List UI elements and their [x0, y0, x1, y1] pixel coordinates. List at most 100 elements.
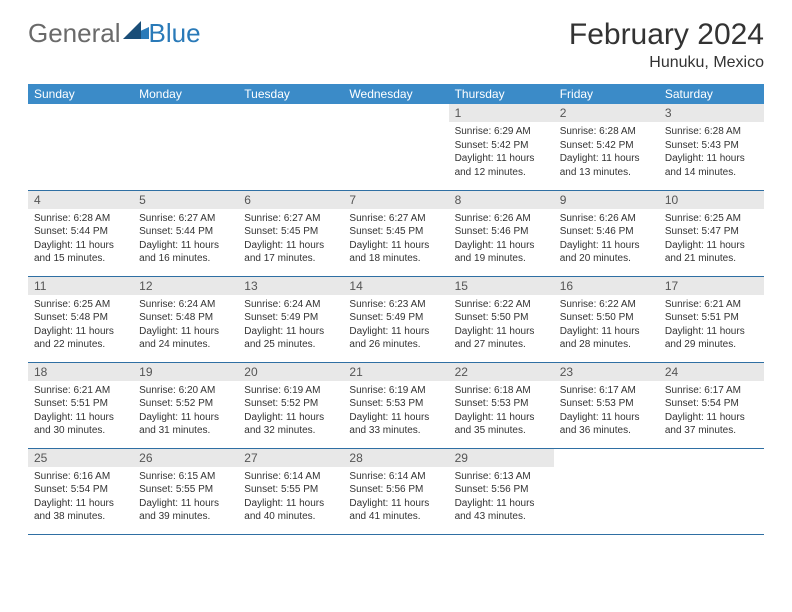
sunset-text: Sunset: 5:50 PM — [560, 311, 653, 325]
calendar-day-cell: 9 Sunrise: 6:26 AMSunset: 5:46 PMDaylight… — [554, 190, 659, 276]
sunrise-text: Sunrise: 6:18 AM — [455, 384, 548, 398]
day-number: 25 — [28, 449, 133, 467]
calendar-day-cell: 27Sunrise: 6:14 AMSunset: 5:55 PMDayligh… — [238, 448, 343, 534]
sunrise-text: Sunrise: 6:21 AM — [34, 384, 127, 398]
calendar-day-cell: 21Sunrise: 6:19 AMSunset: 5:53 PMDayligh… — [343, 362, 448, 448]
sunset-text: Sunset: 5:45 PM — [349, 225, 442, 239]
weekday-header: Wednesday — [343, 84, 448, 104]
daylight-text: Daylight: 11 hours and 20 minutes. — [560, 239, 653, 266]
day-number: 16 — [554, 277, 659, 295]
sunrise-text: Sunrise: 6:14 AM — [244, 470, 337, 484]
day-number — [28, 104, 133, 108]
calendar-day-cell: 22Sunrise: 6:18 AMSunset: 5:53 PMDayligh… — [449, 362, 554, 448]
daylight-text: Daylight: 11 hours and 12 minutes. — [455, 152, 548, 179]
calendar-day-cell — [28, 104, 133, 190]
sunset-text: Sunset: 5:44 PM — [139, 225, 232, 239]
daylight-text: Daylight: 11 hours and 37 minutes. — [665, 411, 758, 438]
calendar-day-cell: 20Sunrise: 6:19 AMSunset: 5:52 PMDayligh… — [238, 362, 343, 448]
daylight-text: Daylight: 11 hours and 19 minutes. — [455, 239, 548, 266]
sunrise-text: Sunrise: 6:17 AM — [665, 384, 758, 398]
daylight-text: Daylight: 11 hours and 43 minutes. — [455, 497, 548, 524]
day-detail: Sunrise: 6:26 AMSunset: 5:46 PMDaylight:… — [449, 209, 554, 269]
day-number — [133, 104, 238, 108]
sunset-text: Sunset: 5:52 PM — [244, 397, 337, 411]
day-number: 22 — [449, 363, 554, 381]
day-detail: Sunrise: 6:19 AMSunset: 5:53 PMDaylight:… — [343, 381, 448, 441]
sunrise-text: Sunrise: 6:20 AM — [139, 384, 232, 398]
sunrise-text: Sunrise: 6:22 AM — [560, 298, 653, 312]
sunset-text: Sunset: 5:53 PM — [349, 397, 442, 411]
calendar-day-cell: 14Sunrise: 6:23 AMSunset: 5:49 PMDayligh… — [343, 276, 448, 362]
sunset-text: Sunset: 5:47 PM — [665, 225, 758, 239]
daylight-text: Daylight: 11 hours and 33 minutes. — [349, 411, 442, 438]
day-number: 12 — [133, 277, 238, 295]
sunset-text: Sunset: 5:53 PM — [455, 397, 548, 411]
sunset-text: Sunset: 5:48 PM — [139, 311, 232, 325]
sunset-text: Sunset: 5:56 PM — [349, 483, 442, 497]
daylight-text: Daylight: 11 hours and 36 minutes. — [560, 411, 653, 438]
calendar-table: Sunday Monday Tuesday Wednesday Thursday… — [28, 84, 764, 535]
sunrise-text: Sunrise: 6:21 AM — [665, 298, 758, 312]
day-number — [659, 449, 764, 453]
calendar-day-cell — [343, 104, 448, 190]
day-number: 27 — [238, 449, 343, 467]
sunset-text: Sunset: 5:51 PM — [665, 311, 758, 325]
day-number: 26 — [133, 449, 238, 467]
weekday-header: Saturday — [659, 84, 764, 104]
day-number: 9 — [554, 191, 659, 209]
day-number: 1 — [449, 104, 554, 122]
sunrise-text: Sunrise: 6:27 AM — [244, 212, 337, 226]
sunset-text: Sunset: 5:46 PM — [560, 225, 653, 239]
day-detail: Sunrise: 6:22 AMSunset: 5:50 PMDaylight:… — [554, 295, 659, 355]
calendar-day-cell: 17Sunrise: 6:21 AMSunset: 5:51 PMDayligh… — [659, 276, 764, 362]
day-number: 3 — [659, 104, 764, 122]
sunrise-text: Sunrise: 6:24 AM — [244, 298, 337, 312]
day-detail: Sunrise: 6:13 AMSunset: 5:56 PMDaylight:… — [449, 467, 554, 527]
day-number: 29 — [449, 449, 554, 467]
weekday-header: Sunday — [28, 84, 133, 104]
daylight-text: Daylight: 11 hours and 40 minutes. — [244, 497, 337, 524]
sunrise-text: Sunrise: 6:28 AM — [560, 125, 653, 139]
calendar-day-cell — [133, 104, 238, 190]
calendar-week-row: 25Sunrise: 6:16 AMSunset: 5:54 PMDayligh… — [28, 448, 764, 534]
day-number: 8 — [449, 191, 554, 209]
day-detail: Sunrise: 6:27 AMSunset: 5:44 PMDaylight:… — [133, 209, 238, 269]
day-detail: Sunrise: 6:28 AMSunset: 5:44 PMDaylight:… — [28, 209, 133, 269]
day-number: 10 — [659, 191, 764, 209]
weekday-header: Monday — [133, 84, 238, 104]
sunset-text: Sunset: 5:43 PM — [665, 139, 758, 153]
calendar-day-cell: 4Sunrise: 6:28 AMSunset: 5:44 PMDaylight… — [28, 190, 133, 276]
calendar-day-cell: 12Sunrise: 6:24 AMSunset: 5:48 PMDayligh… — [133, 276, 238, 362]
sunset-text: Sunset: 5:54 PM — [665, 397, 758, 411]
day-detail: Sunrise: 6:28 AMSunset: 5:42 PMDaylight:… — [554, 122, 659, 182]
sunset-text: Sunset: 5:49 PM — [244, 311, 337, 325]
brand-part1: General — [28, 18, 121, 49]
sunset-text: Sunset: 5:54 PM — [34, 483, 127, 497]
day-number: 20 — [238, 363, 343, 381]
sunrise-text: Sunrise: 6:26 AM — [560, 212, 653, 226]
day-number — [343, 104, 448, 108]
calendar-day-cell: 5Sunrise: 6:27 AMSunset: 5:44 PMDaylight… — [133, 190, 238, 276]
day-detail: Sunrise: 6:22 AMSunset: 5:50 PMDaylight:… — [449, 295, 554, 355]
day-detail: Sunrise: 6:27 AMSunset: 5:45 PMDaylight:… — [238, 209, 343, 269]
daylight-text: Daylight: 11 hours and 25 minutes. — [244, 325, 337, 352]
sunrise-text: Sunrise: 6:13 AM — [455, 470, 548, 484]
day-detail: Sunrise: 6:27 AMSunset: 5:45 PMDaylight:… — [343, 209, 448, 269]
day-number: 15 — [449, 277, 554, 295]
calendar-day-cell: 2Sunrise: 6:28 AMSunset: 5:42 PMDaylight… — [554, 104, 659, 190]
sunset-text: Sunset: 5:46 PM — [455, 225, 548, 239]
calendar-day-cell: 6Sunrise: 6:27 AMSunset: 5:45 PMDaylight… — [238, 190, 343, 276]
day-number: 6 — [238, 191, 343, 209]
sunset-text: Sunset: 5:42 PM — [455, 139, 548, 153]
sunrise-text: Sunrise: 6:24 AM — [139, 298, 232, 312]
page-subtitle: Hunuku, Mexico — [569, 54, 764, 72]
daylight-text: Daylight: 11 hours and 39 minutes. — [139, 497, 232, 524]
day-detail: Sunrise: 6:23 AMSunset: 5:49 PMDaylight:… — [343, 295, 448, 355]
sunset-text: Sunset: 5:51 PM — [34, 397, 127, 411]
calendar-day-cell: 1Sunrise: 6:29 AMSunset: 5:42 PMDaylight… — [449, 104, 554, 190]
sunrise-text: Sunrise: 6:28 AM — [665, 125, 758, 139]
day-number — [554, 449, 659, 453]
day-detail: Sunrise: 6:28 AMSunset: 5:43 PMDaylight:… — [659, 122, 764, 182]
daylight-text: Daylight: 11 hours and 13 minutes. — [560, 152, 653, 179]
weekday-header: Thursday — [449, 84, 554, 104]
